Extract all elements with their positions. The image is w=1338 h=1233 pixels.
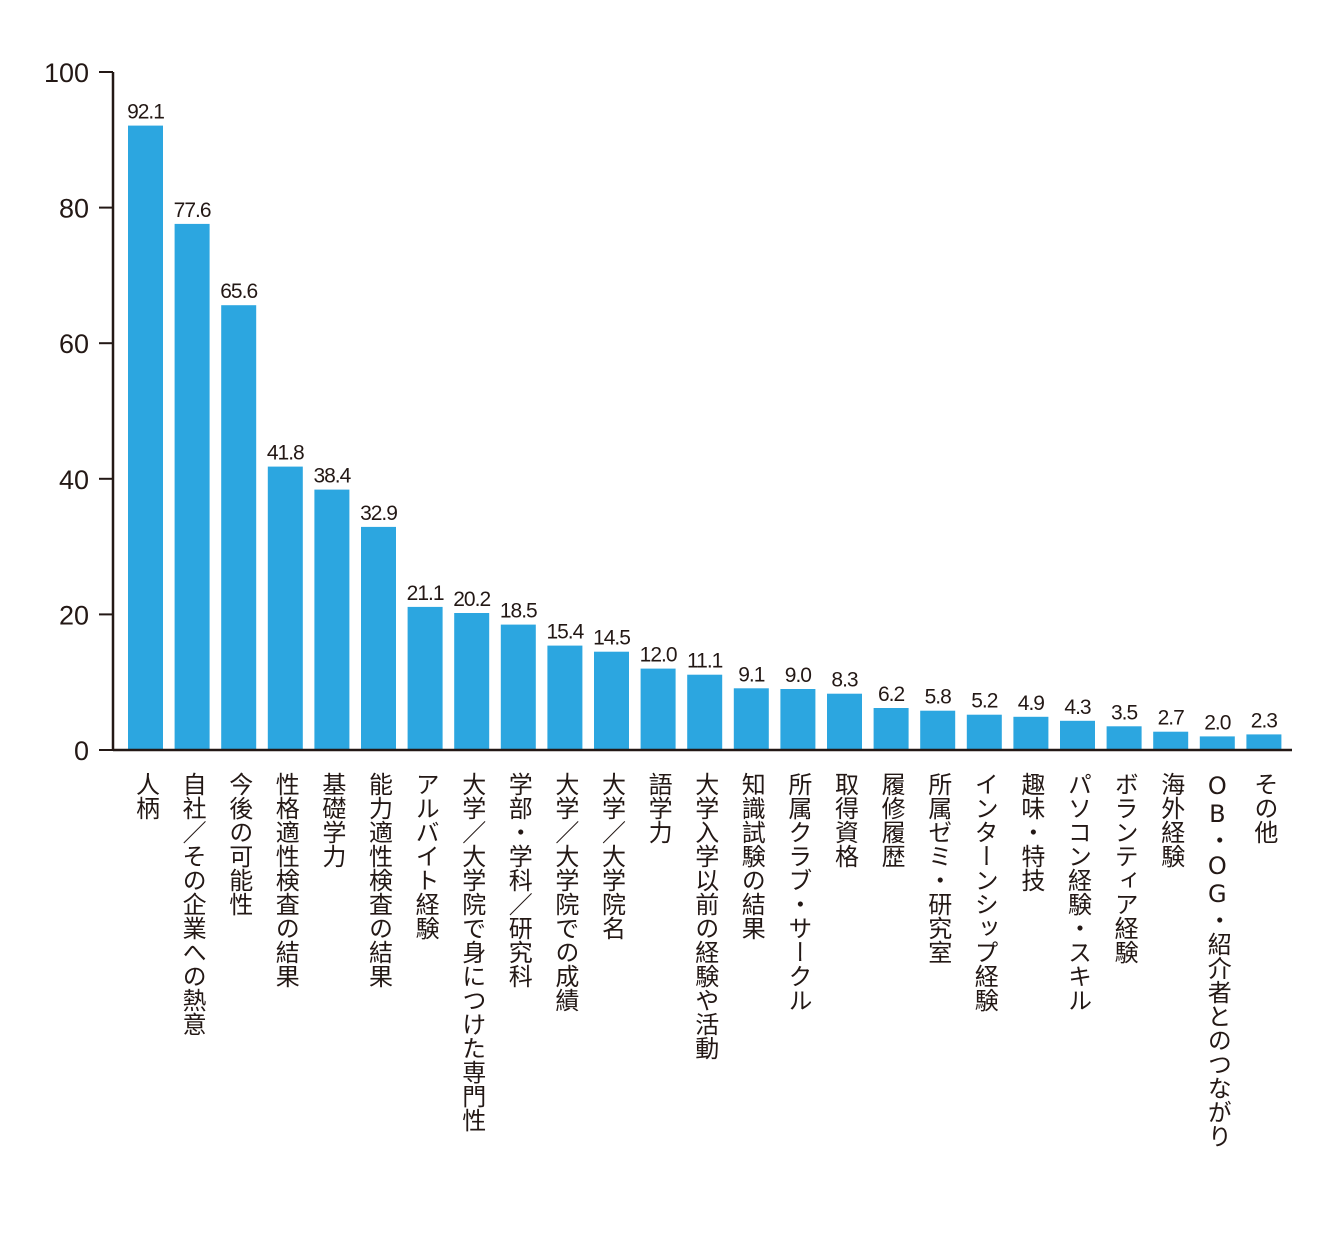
category-label: OB・OG・紹介者とのつながり <box>1203 772 1231 1148</box>
category-label: 学部・学科／研究科 <box>504 772 532 988</box>
bar <box>920 710 956 750</box>
bar <box>780 689 816 750</box>
category-label: 所属ゼミ・研究室 <box>924 772 952 964</box>
bar-value-label: 3.5 <box>1111 701 1138 724</box>
bar <box>1060 720 1095 750</box>
category-label: 所属クラブ・サークル <box>784 772 812 1012</box>
category-label: 能力適性検査の結果 <box>365 772 393 988</box>
category-label: 履修履歴 <box>877 772 905 868</box>
category-label: 大学／大学院での成績 <box>551 772 579 1012</box>
bar-value-label: 9.1 <box>738 663 765 686</box>
bar-value-label: 4.9 <box>1018 692 1045 715</box>
bar-value-label: 32.9 <box>360 502 397 525</box>
bar-value-label: 20.2 <box>453 588 490 611</box>
category-label: 基礎学力 <box>318 772 346 868</box>
category-label: インターンシップ経験 <box>970 772 998 1012</box>
bar-value-label: 21.1 <box>407 582 444 605</box>
bar <box>827 693 862 750</box>
y-tick-label: 20 <box>59 600 89 630</box>
bar <box>687 674 723 750</box>
bar-value-label: 18.5 <box>500 600 537 623</box>
category-label: パソコン経験・スキル <box>1064 772 1092 1012</box>
bar <box>361 526 396 750</box>
bar-value-label: 2.0 <box>1204 711 1231 734</box>
category-label: 性格適性検査の結果 <box>271 772 299 988</box>
bar <box>873 708 909 750</box>
category-label: 語学力 <box>644 772 672 844</box>
category-label: 大学入学以前の経験や活動 <box>691 772 719 1060</box>
bar-value-label: 2.7 <box>1158 707 1185 730</box>
bar <box>1153 731 1189 750</box>
category-label: 趣味・特技 <box>1017 772 1045 892</box>
bar <box>174 223 210 750</box>
bar-value-label: 14.5 <box>593 627 630 650</box>
bar <box>407 606 443 750</box>
y-tick-label: 60 <box>59 329 89 359</box>
bar-value-label: 12.0 <box>640 644 677 667</box>
bar-value-label: 92.1 <box>127 101 164 124</box>
y-axis: 0 20 40 60 80 100 <box>44 58 115 766</box>
y-tick-label: 40 <box>59 465 89 495</box>
bar-value-label: 77.6 <box>174 199 211 222</box>
category-labels: 人柄 自社／その企業への熱意 今後の可能性 性格適性検査の結果 基礎学力 能力適性検査の結… <box>132 772 1278 1148</box>
category-label: アルバイト経験 <box>411 772 439 940</box>
bar-value-label: 41.8 <box>267 442 304 465</box>
bar-value-label: 5.8 <box>925 686 952 709</box>
bar <box>1106 726 1142 750</box>
category-label: ボランティア経験 <box>1110 772 1138 964</box>
bar-value-label: 15.4 <box>546 621 584 644</box>
bar <box>966 714 1002 750</box>
bar-value-label: 65.6 <box>220 280 257 303</box>
bar-value-label: 4.3 <box>1064 696 1091 719</box>
bar <box>314 489 350 750</box>
bar-value-label: 6.2 <box>878 683 905 706</box>
bar-value-label: 5.2 <box>971 690 998 713</box>
bar <box>733 688 769 750</box>
bar <box>221 305 257 750</box>
bar <box>640 668 676 750</box>
category-label: 海外経験 <box>1157 772 1185 868</box>
bar <box>1199 736 1235 750</box>
y-tick-label: 0 <box>74 736 89 766</box>
category-label: 人柄 <box>132 772 160 820</box>
category-label: その他 <box>1250 772 1278 844</box>
value-labels: 92.1 77.6 65.6 41.8 38.4 32.9 21.1 20.2 18.5 15.4… <box>127 101 1278 735</box>
bar-value-label: 38.4 <box>313 465 351 488</box>
bar <box>454 613 490 750</box>
category-label: 大学／大学院で身につけた専門性 <box>458 772 486 1132</box>
y-tick-label: 100 <box>44 58 89 88</box>
y-tick-label: 80 <box>59 194 89 224</box>
bar <box>594 651 629 750</box>
bar-value-label: 11.1 <box>687 650 723 673</box>
bar <box>1013 716 1049 750</box>
bar <box>128 125 163 751</box>
bar <box>547 645 583 750</box>
category-label: 今後の可能性 <box>225 772 253 916</box>
bars <box>128 125 1282 751</box>
bar <box>500 624 536 750</box>
category-label: 大学／大学院名 <box>598 772 626 940</box>
bar <box>1246 734 1282 750</box>
category-label: 取得資格 <box>831 772 859 868</box>
bar-value-label: 2.3 <box>1251 709 1278 732</box>
category-label: 自社／その企業への熱意 <box>178 772 206 1036</box>
bar <box>267 466 303 750</box>
bar-value-label: 8.3 <box>831 669 858 692</box>
bar-value-label: 9.0 <box>785 664 812 687</box>
category-label: 知識試験の結果 <box>737 772 765 940</box>
